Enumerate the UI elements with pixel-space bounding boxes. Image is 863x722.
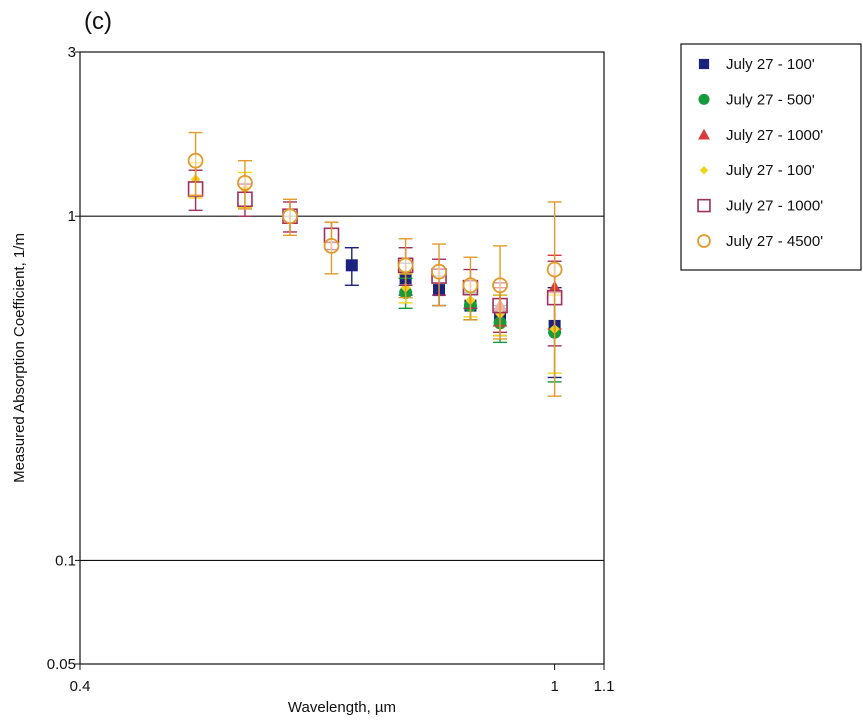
legend-label: July 27 - 1000' <box>726 198 823 215</box>
y-axis-title: Measured Absorption Coefficient, 1/m <box>11 233 28 483</box>
data-point <box>397 257 414 274</box>
legend-marker <box>698 58 710 70</box>
legend-box <box>680 43 862 271</box>
data-series <box>187 131 563 397</box>
panel-label: (c) <box>84 8 112 35</box>
axis-ticks: 0.05 0.1 1 3 0.4 1 1.1 <box>47 44 615 695</box>
data-point <box>282 208 298 225</box>
legend-label: July 27 - 500' <box>726 91 815 108</box>
data-point <box>462 277 479 294</box>
data-point <box>323 237 340 254</box>
x-tick-label: 1 <box>550 678 558 695</box>
legend-label: July 27 - 100' <box>726 56 815 73</box>
data-point <box>431 263 447 280</box>
data-point <box>546 261 563 278</box>
legend-label: July 27 - 1000' <box>726 127 823 144</box>
legend-marker <box>697 234 711 248</box>
data-point <box>237 174 253 191</box>
legend-label: July 27 - 4500' <box>726 233 823 250</box>
gridlines <box>80 215 604 561</box>
legend-marker <box>698 128 710 140</box>
series-2 <box>398 277 562 383</box>
x-tick-label: 0.4 <box>70 678 91 695</box>
y-tick-label: 0.05 <box>47 656 76 673</box>
legend: July 27 - 100' July 27 - 500' July 27 - 10… <box>680 43 862 271</box>
data-point <box>345 259 358 272</box>
legend-marker <box>698 93 710 105</box>
plot-frame <box>79 51 605 665</box>
legend-label: July 27 - 100' <box>726 162 815 179</box>
legend-marker <box>697 198 711 213</box>
y-tick-label: 1 <box>68 208 76 225</box>
series-6 <box>187 131 563 397</box>
x-tick-label: 1.1 <box>594 678 615 695</box>
data-point <box>492 277 508 294</box>
y-tick-label: 0.1 <box>55 552 76 569</box>
series-1 <box>344 247 562 379</box>
x-axis-title: Wavelength, µm <box>288 699 396 716</box>
y-tick-label: 3 <box>68 44 76 61</box>
data-point <box>187 152 204 169</box>
legend-marker <box>699 165 709 175</box>
